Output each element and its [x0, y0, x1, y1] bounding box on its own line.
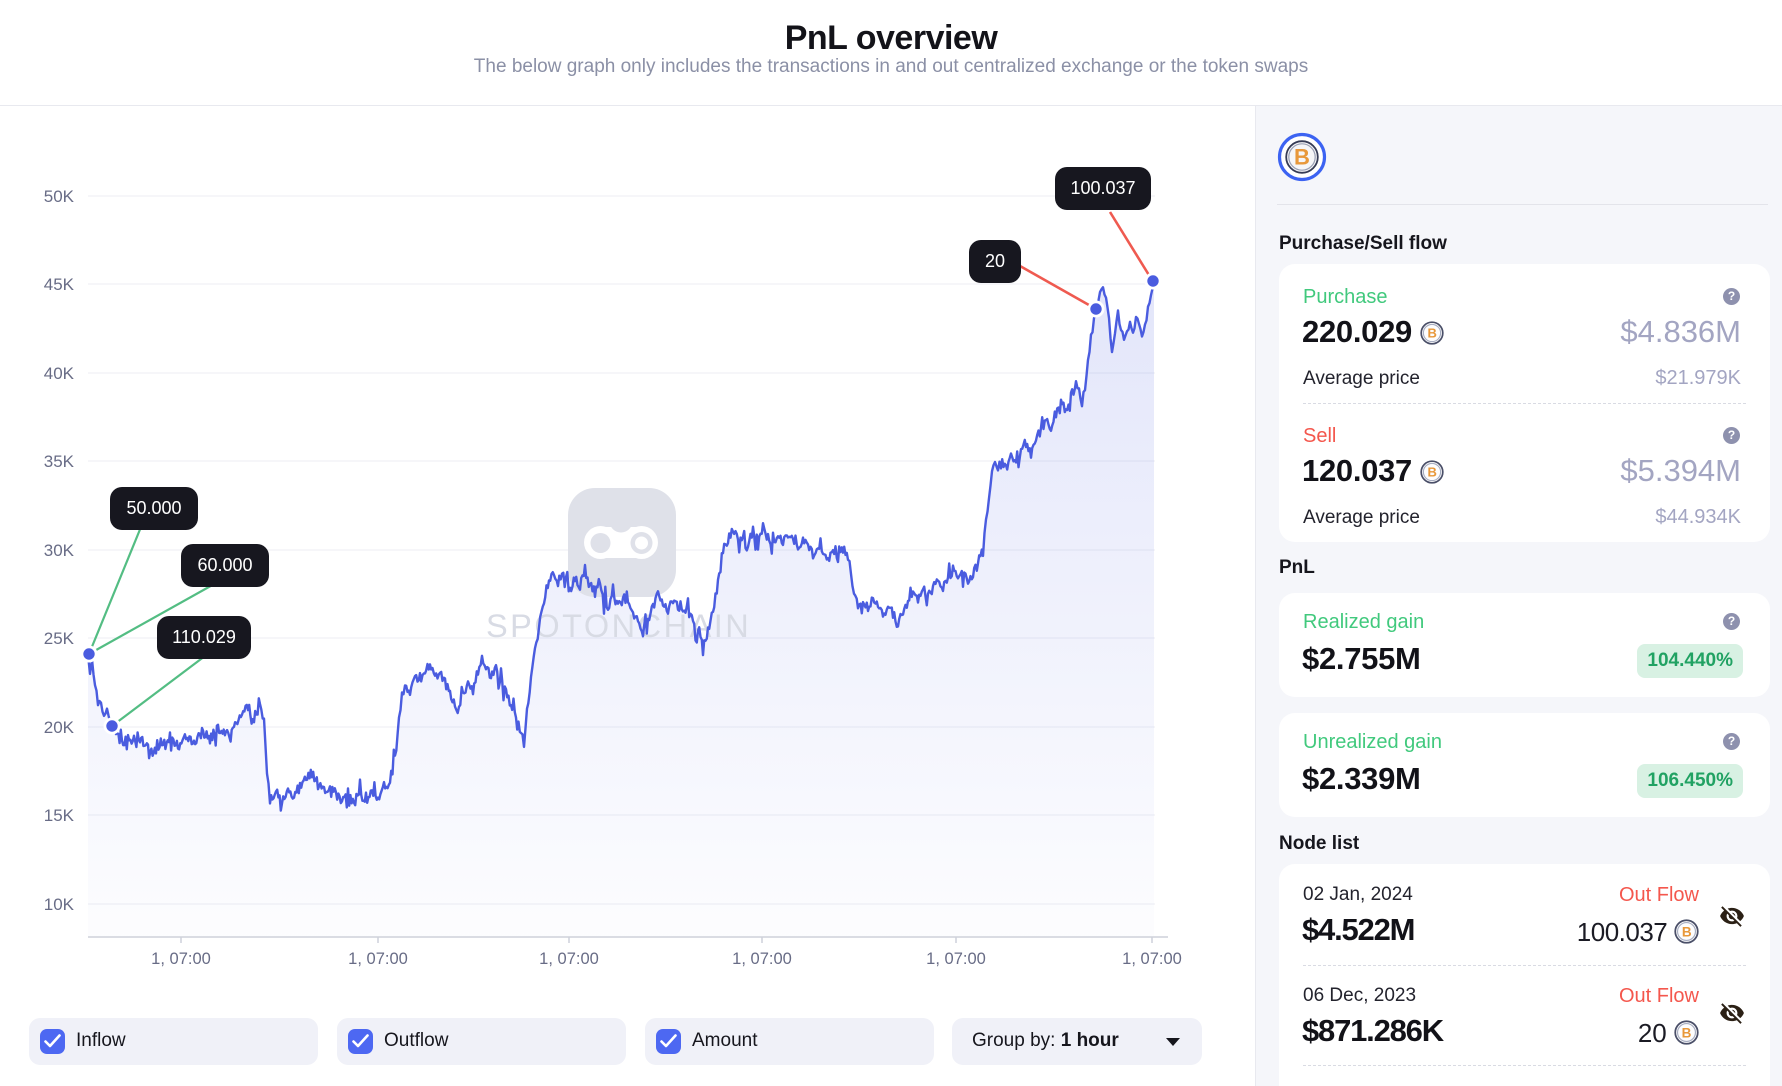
svg-text:B: B: [1294, 145, 1310, 170]
svg-text:1, 07:00: 1, 07:00: [348, 950, 408, 968]
svg-text:1, 07:00: 1, 07:00: [539, 950, 599, 968]
svg-text:30K: 30K: [44, 541, 75, 560]
svg-text:1, 07:00: 1, 07:00: [1122, 950, 1182, 968]
svg-text:50K: 50K: [44, 187, 75, 206]
svg-text:1, 07:00: 1, 07:00: [732, 950, 792, 968]
svg-text:SPOTONCHAIN: SPOTONCHAIN: [486, 608, 751, 644]
svg-text:10K: 10K: [44, 895, 75, 914]
svg-text:20K: 20K: [44, 718, 75, 737]
svg-text:B: B: [1428, 465, 1437, 480]
svg-text:15K: 15K: [44, 806, 75, 825]
svg-text:B: B: [1428, 326, 1437, 341]
svg-text:1, 07:00: 1, 07:00: [926, 950, 986, 968]
svg-text:35K: 35K: [44, 452, 75, 471]
svg-text:25K: 25K: [44, 629, 75, 648]
svg-text:1, 07:00: 1, 07:00: [151, 950, 211, 968]
svg-text:B: B: [1682, 924, 1692, 939]
svg-text:40K: 40K: [44, 364, 75, 383]
svg-text:45K: 45K: [44, 275, 75, 294]
svg-text:B: B: [1682, 1025, 1692, 1040]
